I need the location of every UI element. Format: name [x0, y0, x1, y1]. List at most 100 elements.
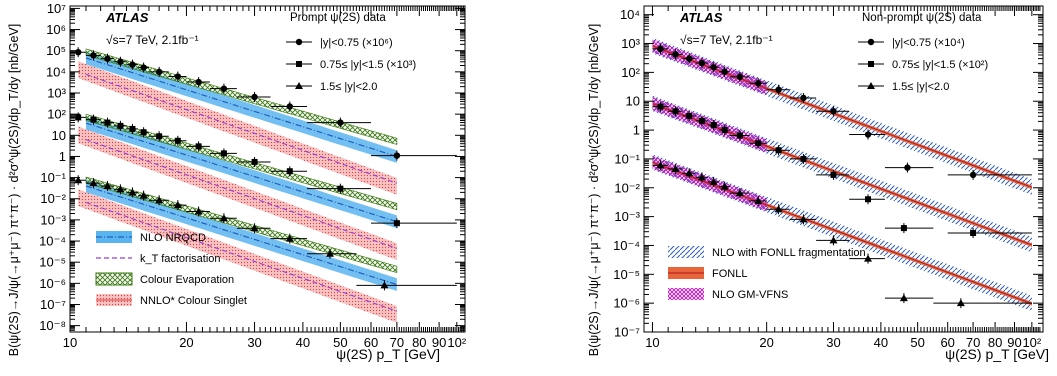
x-tick-label: 40: [296, 335, 310, 350]
legend-label: 1.5≤ |y|<2.0: [320, 81, 377, 93]
y-tick-label: 10⁻³: [614, 209, 640, 224]
y-tick-label: 10⁶: [46, 22, 66, 37]
data-marker-circle: [672, 51, 678, 57]
data-legend: |y|<0.75 (×10⁴) 0.75≤ |y|<1.5 (×10²) 1.5≤ …: [858, 37, 988, 93]
data-marker-circle: [75, 49, 81, 55]
x-tick-label: 20: [179, 335, 193, 350]
y-tick-label: 1: [59, 149, 66, 164]
data-marker-square: [90, 117, 96, 123]
data-marker-square: [287, 168, 293, 174]
y-tick-label: 10⁻³: [40, 212, 66, 227]
data-marker-circle: [737, 74, 743, 80]
x-tick-label: 40: [874, 335, 888, 350]
data-marker-circle: [721, 69, 727, 75]
legend-label: 0.75≤ |y|<1.5 (×10²): [892, 59, 988, 71]
data-marker-circle: [140, 64, 146, 70]
data-marker-circle: [90, 52, 96, 58]
legend-label: 1.5≤ |y|<2.0: [892, 81, 949, 93]
theory-legend: NLO NRQCD k_T factorisation Colour Evapora…: [96, 231, 247, 307]
data-marker-square: [686, 113, 692, 119]
data-marker-circle: [394, 152, 400, 158]
data-marker-square: [175, 138, 181, 144]
y-axis-label: B(ψ(2S)→J/ψ(→μ⁺μ⁻) π⁺π⁻) · d²σ^ψ(2S)/dp_…: [7, 24, 21, 356]
data-marker-circle: [287, 103, 293, 109]
y-tick-label: 10⁻¹: [614, 151, 640, 166]
data-marker-circle: [755, 80, 761, 86]
data-marker-circle: [657, 46, 663, 52]
y-tick-label: 10⁻⁷: [614, 325, 640, 340]
y-tick-label: 10⁻⁴: [613, 238, 640, 253]
data-marker-square: [156, 133, 162, 139]
legend-label: Colour Evaporation: [140, 274, 234, 286]
y-tick-label: 10²: [47, 107, 66, 122]
data-marker-circle: [175, 73, 181, 79]
energy-label: √s=7 TeV, 2.1fb⁻¹: [680, 33, 773, 47]
y-tick-label: 10⁻⁶: [613, 296, 640, 311]
legend-title: Prompt ψ(2S) data: [290, 12, 386, 24]
data-marker-square: [75, 114, 81, 120]
data-marker-circle: [865, 131, 871, 137]
data-marker-square: [394, 220, 400, 226]
legend-label: 0.75≤ |y|<1.5 (×10³): [320, 59, 416, 71]
y-tick-label: 10⁻⁸: [39, 318, 66, 333]
legend-label: |y|<0.75 (×10⁴): [892, 37, 965, 49]
data-marker-square: [699, 118, 705, 124]
data-marker-circle: [830, 108, 836, 114]
legend-label: NLO with FONLL fragmentation: [712, 247, 866, 259]
x-tick-label: 50: [910, 335, 924, 350]
x-tick-label: 30: [826, 335, 840, 350]
legend-swatch: [96, 273, 132, 285]
legend-label: NLO NRQCD: [140, 232, 206, 244]
data-marker-square: [737, 132, 743, 138]
data-marker-square: [830, 172, 836, 178]
x-tick-label: 10: [645, 335, 659, 350]
x-tick-label: 20: [759, 335, 773, 350]
data-marker-square: [196, 143, 202, 149]
x-axis-label: ψ(2S) p_T [GeV]: [336, 346, 440, 362]
data-marker-circle: [337, 119, 343, 125]
x-axis-label: ψ(2S) p_T [GeV]: [945, 346, 1049, 362]
legend-title: Non-prompt ψ(2S) data: [862, 12, 982, 24]
data-marker-square: [141, 129, 147, 135]
data-marker-circle: [699, 60, 705, 66]
data-marker-square: [800, 156, 806, 162]
data-marker-circle: [296, 39, 302, 45]
theory-legend: NLO with FONLL fragmentationFONLLNLO GM-…: [668, 246, 866, 301]
y-axis-label: B(ψ(2S)→J/ψ(→μ⁺μ⁻) π⁺π⁻) · d²σ^ψ(2S)/dp_…: [587, 24, 601, 356]
y-tick-label: 10: [52, 128, 66, 143]
data-marker-square: [868, 61, 874, 67]
data-marker-square: [117, 123, 123, 129]
data-marker-square: [657, 104, 663, 110]
data-marker-square: [755, 140, 761, 146]
legend-label: NNLO* Colour Singlet: [140, 295, 247, 307]
x-tick-label: 30: [247, 335, 261, 350]
y-tick-label: 10⁻⁵: [39, 255, 66, 270]
y-tick-label: 10³: [47, 86, 66, 101]
data-marker-square: [711, 122, 717, 128]
data-marker-square: [221, 150, 227, 156]
data-legend: |y|<0.75 (×10⁶) 0.75≤ |y|<1.5 (×10³) 1.5≤ …: [286, 37, 416, 93]
data-marker-circle: [800, 95, 806, 101]
y-tick-label: 10⁻²: [40, 191, 66, 206]
y-tick-label: 10: [626, 94, 640, 109]
legend-swatch: [668, 288, 704, 300]
data-marker-square: [722, 127, 728, 133]
x-tick-label: 10: [63, 335, 77, 350]
y-tick-label: 10⁴: [46, 64, 66, 79]
data-marker-circle: [686, 55, 692, 61]
energy-label: √s=7 TeV, 2.1fb⁻¹: [106, 33, 199, 47]
y-tick-label: 10⁻⁷: [40, 297, 66, 312]
data-marker-circle: [156, 69, 162, 75]
data-marker-square: [252, 159, 258, 165]
data-marker-square: [901, 225, 907, 231]
data-marker-square: [296, 61, 302, 67]
data-marker-square: [672, 108, 678, 114]
data-marker-circle: [970, 172, 976, 178]
y-tick-label: 10²: [621, 65, 640, 80]
y-tick-label: 10⁴: [620, 7, 640, 22]
data-marker-circle: [251, 94, 257, 100]
y-tick-label: 10³: [621, 36, 640, 51]
y-tick-label: 10⁻²: [614, 180, 640, 195]
